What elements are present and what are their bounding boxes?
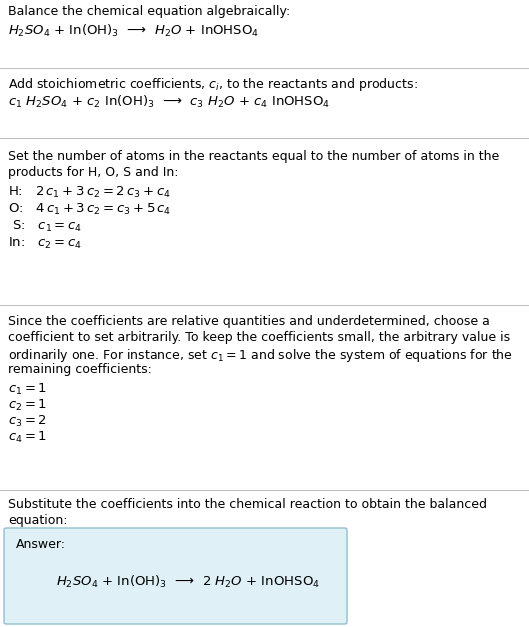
Text: products for H, O, S and In:: products for H, O, S and In: bbox=[8, 166, 178, 179]
Text: $c_4 = 1$: $c_4 = 1$ bbox=[8, 430, 47, 445]
Text: coefficient to set arbitrarily. To keep the coefficients small, the arbitrary va: coefficient to set arbitrarily. To keep … bbox=[8, 331, 510, 344]
Text: equation:: equation: bbox=[8, 514, 68, 527]
Text: $c_3 = 2$: $c_3 = 2$ bbox=[8, 414, 47, 429]
Text: ordinarily one. For instance, set $c_1 = 1$ and solve the system of equations fo: ordinarily one. For instance, set $c_1 =… bbox=[8, 347, 513, 364]
Text: Balance the chemical equation algebraically:: Balance the chemical equation algebraica… bbox=[8, 5, 290, 18]
Text: $c_1$ $H_2SO_4$ + $c_2$ In(OH)$_3$  ⟶  $c_3$ $H_2O$ + $c_4$ InOHSO$_4$: $c_1$ $H_2SO_4$ + $c_2$ In(OH)$_3$ ⟶ $c_… bbox=[8, 94, 330, 110]
Text: Since the coefficients are relative quantities and underdetermined, choose a: Since the coefficients are relative quan… bbox=[8, 315, 490, 328]
Text: Add stoichiometric coefficients, $c_i$, to the reactants and products:: Add stoichiometric coefficients, $c_i$, … bbox=[8, 76, 418, 93]
Text: remaining coefficients:: remaining coefficients: bbox=[8, 363, 152, 376]
Text: S:   $c_1 = c_4$: S: $c_1 = c_4$ bbox=[8, 219, 82, 234]
Text: H:   $2\,c_1 + 3\,c_2 = 2\,c_3 + c_4$: H: $2\,c_1 + 3\,c_2 = 2\,c_3 + c_4$ bbox=[8, 185, 171, 200]
Text: Substitute the coefficients into the chemical reaction to obtain the balanced: Substitute the coefficients into the che… bbox=[8, 498, 487, 511]
Text: Answer:: Answer: bbox=[16, 538, 66, 551]
Text: In:   $c_2 = c_4$: In: $c_2 = c_4$ bbox=[8, 236, 82, 251]
Text: $H_2SO_4$ + In(OH)$_3$  ⟶  2 $H_2O$ + InOHSO$_4$: $H_2SO_4$ + In(OH)$_3$ ⟶ 2 $H_2O$ + InOH… bbox=[56, 574, 320, 590]
Text: O:   $4\,c_1 + 3\,c_2 = c_3 + 5\,c_4$: O: $4\,c_1 + 3\,c_2 = c_3 + 5\,c_4$ bbox=[8, 202, 171, 217]
FancyBboxPatch shape bbox=[4, 528, 347, 624]
Text: Set the number of atoms in the reactants equal to the number of atoms in the: Set the number of atoms in the reactants… bbox=[8, 150, 499, 163]
Text: $c_1 = 1$: $c_1 = 1$ bbox=[8, 382, 47, 397]
Text: $H_2SO_4$ + In(OH)$_3$  ⟶  $H_2O$ + InOHSO$_4$: $H_2SO_4$ + In(OH)$_3$ ⟶ $H_2O$ + InOHSO… bbox=[8, 23, 259, 39]
Text: $c_2 = 1$: $c_2 = 1$ bbox=[8, 398, 47, 413]
